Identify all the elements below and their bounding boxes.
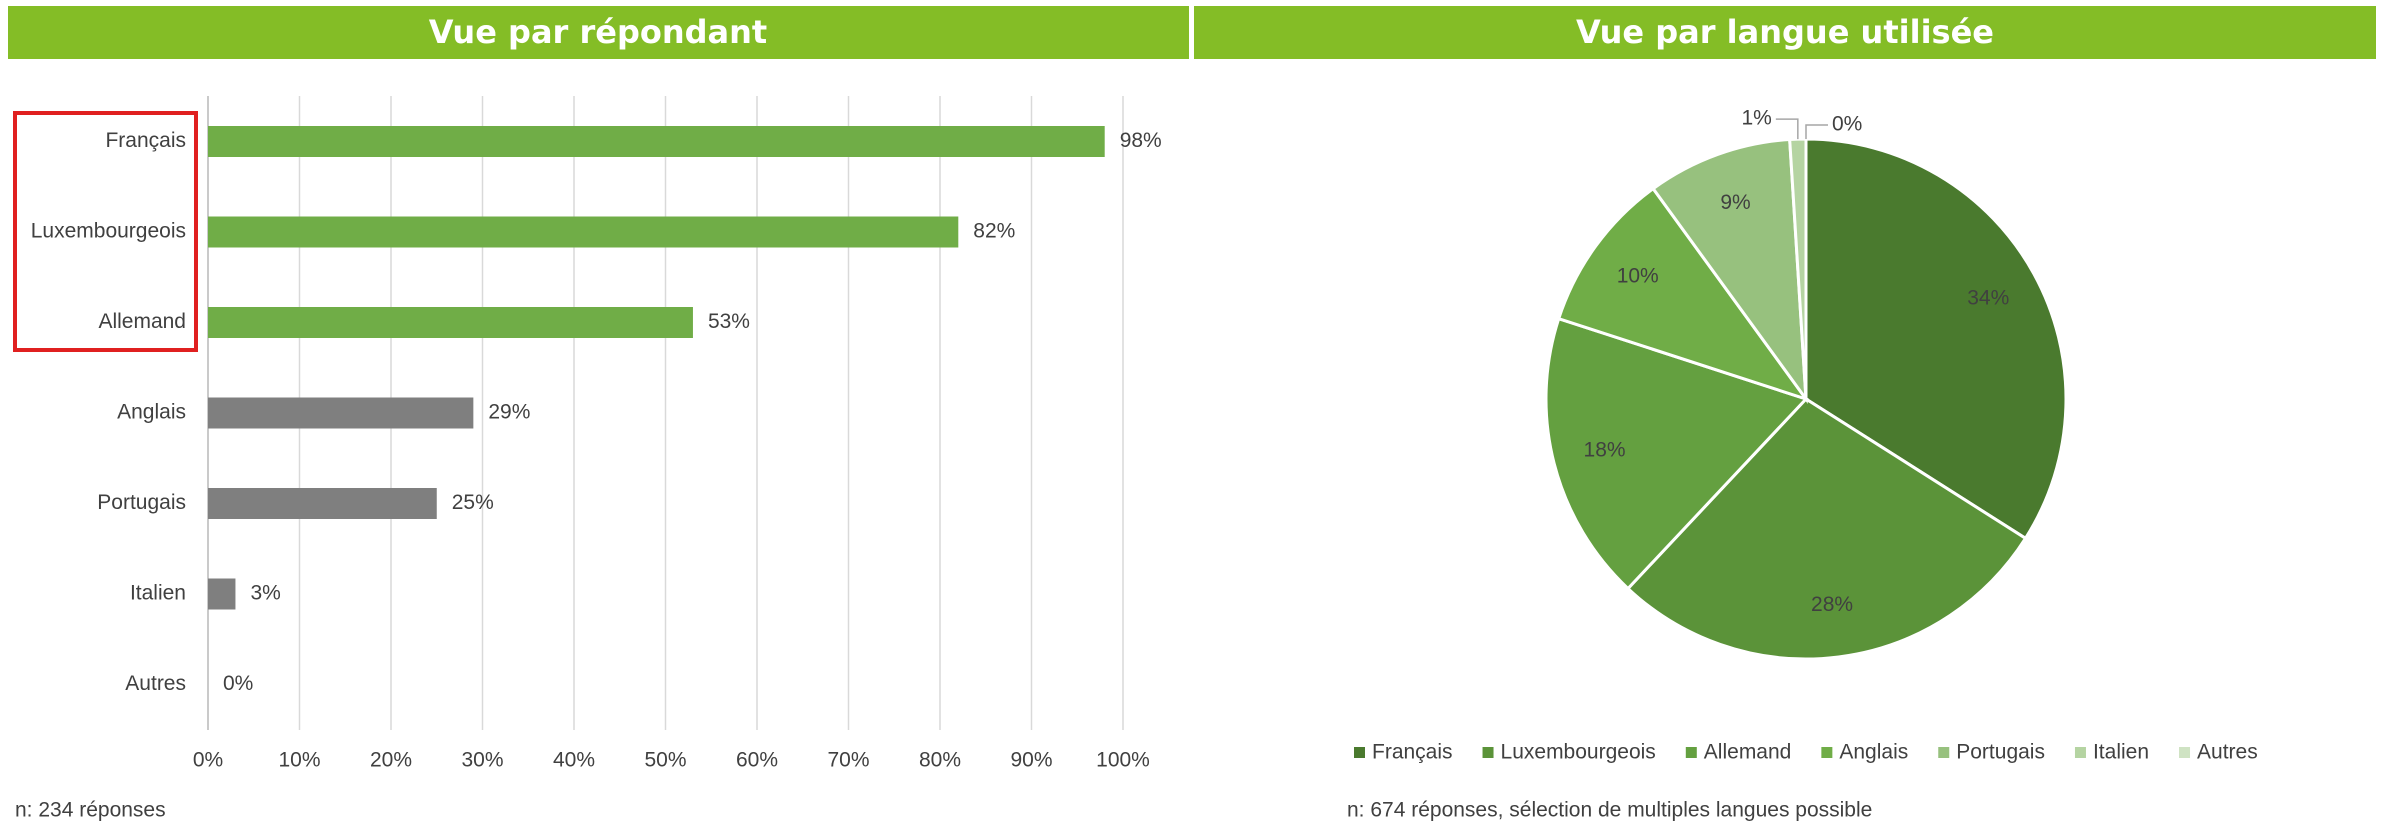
highlight-box — [13, 111, 198, 352]
legend-label: Anglais — [1839, 741, 1908, 764]
x-tick-label: 40% — [553, 749, 595, 772]
pie-slice — [1556, 186, 1810, 402]
data-label: 82% — [973, 220, 1015, 243]
x-tick-label: 20% — [370, 749, 412, 772]
x-tick-label: 30% — [461, 749, 503, 772]
data-label: 28% — [1811, 593, 1853, 616]
legend-label: Autres — [2197, 741, 2258, 764]
data-label: 53% — [708, 310, 750, 333]
legend-swatch — [1821, 747, 1833, 758]
bar — [208, 126, 1105, 157]
data-label: 18% — [1584, 438, 1626, 461]
x-tick-label: 60% — [736, 749, 778, 772]
x-tick-label: 0% — [193, 749, 223, 772]
leader-line — [1805, 124, 1828, 139]
legend-label: Portugais — [1956, 741, 2045, 764]
x-tick-label: 90% — [1010, 749, 1052, 772]
footnote: n: 674 réponses, sélection de multiples … — [1347, 799, 1872, 822]
y-tick-label: Français — [105, 129, 186, 152]
chart-title: Vue par répondant — [429, 13, 767, 51]
bar — [208, 216, 959, 248]
x-tick-label: 80% — [919, 749, 961, 772]
pie-slice — [1544, 316, 1809, 591]
x-tick-label: 50% — [644, 749, 686, 772]
title-band — [8, 6, 1189, 59]
data-label: 1% — [1741, 107, 1771, 130]
bar — [208, 307, 693, 338]
data-label: 9% — [1720, 191, 1750, 214]
title-band — [1194, 6, 2376, 59]
data-label: 0% — [1832, 113, 1862, 136]
data-label: 98% — [1120, 129, 1162, 152]
legend-swatch — [2074, 747, 2086, 758]
legend-label: Allemand — [1704, 741, 1792, 764]
chart-title: Vue par langue utilisée — [1576, 13, 1994, 51]
leader-line — [1775, 118, 1799, 140]
y-tick-label: Allemand — [98, 310, 186, 333]
bar — [208, 578, 236, 610]
legend-swatch — [1354, 747, 1365, 758]
data-label: 34% — [1967, 286, 2009, 309]
footnote: n: 234 réponses — [15, 799, 166, 822]
data-label: 0% — [223, 672, 253, 695]
x-tick-label: 10% — [278, 749, 320, 772]
y-tick-label: Luxembourgeois — [31, 220, 186, 243]
legend-swatch — [1685, 747, 1697, 758]
pie-slice — [1651, 137, 1808, 405]
legend-swatch — [2179, 747, 2191, 758]
data-label: 25% — [452, 491, 494, 514]
data-label: 10% — [1617, 264, 1659, 287]
y-tick-label: Autres — [125, 672, 186, 695]
legend-swatch — [1482, 747, 1494, 758]
pie-slice — [1625, 397, 2028, 661]
bar — [208, 488, 437, 519]
data-label: 3% — [250, 582, 280, 605]
legend-label: Luxembourgeois — [1501, 741, 1656, 764]
data-label: 29% — [488, 401, 530, 424]
x-tick-label: 70% — [827, 749, 869, 772]
bar — [208, 397, 474, 429]
x-tick-label: 100% — [1096, 749, 1150, 772]
legend-swatch — [1938, 747, 1950, 758]
y-tick-label: Italien — [130, 582, 186, 605]
legend-label: Français — [1372, 741, 1453, 764]
y-tick-label: Anglais — [117, 401, 186, 424]
y-tick-label: Portugais — [97, 491, 186, 514]
legend-label: Italien — [2093, 741, 2149, 764]
